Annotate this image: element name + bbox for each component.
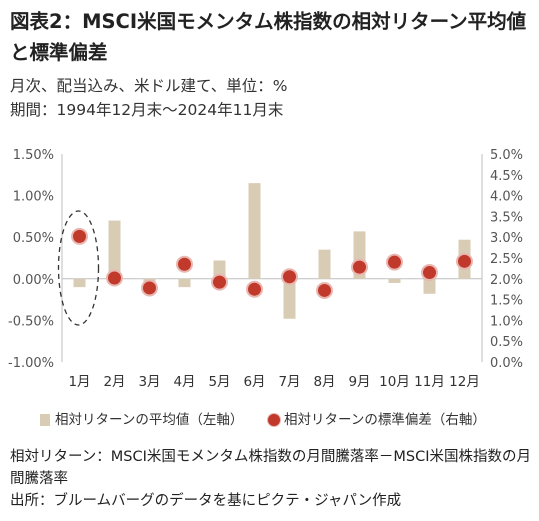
std-dev-point bbox=[71, 227, 88, 245]
std-dev-point bbox=[211, 273, 228, 291]
chart-title: 図表2：MSCI米国モメンタム株指数の相対リターン平均値と標準偏差 bbox=[10, 10, 527, 64]
right-tick-label: 4.5% bbox=[490, 169, 523, 184]
legend-bar-swatch bbox=[40, 414, 50, 426]
mean-return-bar bbox=[423, 278, 436, 294]
chart-subtitle-period: 期間：1994年12月末～2024年11月末 bbox=[10, 101, 284, 119]
chart-plot: -1.00% -0.50% 0.00% 0.50% 1.00% 1.50% 0.0% 0.5%… bbox=[8, 148, 523, 390]
left-tick-label: 1.00% bbox=[13, 190, 54, 205]
std-dev-point bbox=[141, 279, 158, 297]
std-dev-point bbox=[176, 255, 193, 273]
std-dev-point bbox=[421, 264, 438, 282]
mean-return-bar bbox=[283, 278, 296, 319]
right-tick-label: 5.0% bbox=[490, 148, 523, 163]
right-tick-label: 2.0% bbox=[490, 273, 523, 288]
note-source: 出所：ブルームバーグのデータを基にピクテ・ジャパン作成 bbox=[10, 493, 402, 509]
right-tick-label: 3.0% bbox=[490, 231, 523, 246]
note-definition: 相対リターン：MSCI米国モメンタム株指数の月間騰落率－MSCI米国株指数の月間… bbox=[10, 449, 532, 487]
left-tick-label: 0.00% bbox=[13, 273, 54, 288]
category-label: 12月 bbox=[449, 374, 480, 390]
category-label: 1月 bbox=[68, 374, 90, 390]
category-label: 2月 bbox=[103, 374, 125, 390]
category-label: 6月 bbox=[243, 374, 265, 390]
mean-return-bar bbox=[388, 278, 401, 283]
legend-dot-swatch bbox=[267, 413, 281, 427]
legend-bar-label: 相対リターンの平均値（左軸） bbox=[55, 412, 244, 428]
category-label: 5月 bbox=[208, 374, 230, 390]
category-label: 3月 bbox=[138, 374, 160, 390]
mean-return-bar bbox=[108, 220, 121, 279]
right-tick-label: 2.5% bbox=[490, 252, 523, 267]
std-dev-point bbox=[386, 253, 403, 271]
right-tick-label: 0.5% bbox=[490, 335, 523, 350]
mean-return-bar bbox=[248, 183, 261, 279]
right-tick-label: 4.0% bbox=[490, 190, 523, 205]
category-label: 4月 bbox=[173, 374, 195, 390]
left-tick-label: -0.50% bbox=[8, 314, 54, 329]
mean-return-bar bbox=[73, 278, 86, 288]
category-label: 7月 bbox=[278, 374, 300, 390]
category-label: 11月 bbox=[414, 374, 445, 390]
category-label: 10月 bbox=[379, 374, 410, 390]
category-label: 8月 bbox=[313, 374, 335, 390]
chart-legend: 相対リターンの平均値（左軸） 相対リターンの標準偏差（右軸） bbox=[0, 409, 539, 431]
std-dev-point bbox=[456, 252, 473, 270]
right-tick-label: 3.5% bbox=[490, 210, 523, 225]
right-tick-label: 1.0% bbox=[490, 314, 523, 329]
std-dev-point bbox=[106, 269, 123, 287]
right-tick-label: 0.0% bbox=[490, 356, 523, 371]
mean-return-bar bbox=[178, 278, 191, 288]
chart-subtitle-units: 月次、配当込み、米ドル建て、単位：% bbox=[10, 77, 288, 95]
std-dev-point bbox=[316, 281, 333, 299]
mean-return-bar bbox=[318, 249, 331, 279]
left-tick-label: -1.00% bbox=[8, 356, 54, 371]
std-dev-point bbox=[281, 268, 298, 286]
std-dev-point bbox=[246, 280, 263, 298]
left-tick-label: 0.50% bbox=[13, 231, 54, 246]
category-label: 9月 bbox=[348, 374, 370, 390]
legend-dot-label: 相対リターンの標準偏差（右軸） bbox=[284, 412, 486, 428]
left-tick-label: 1.50% bbox=[13, 148, 54, 163]
right-tick-label: 1.5% bbox=[490, 294, 523, 309]
highlight-ellipse bbox=[57, 210, 100, 326]
std-dev-point bbox=[351, 258, 368, 276]
